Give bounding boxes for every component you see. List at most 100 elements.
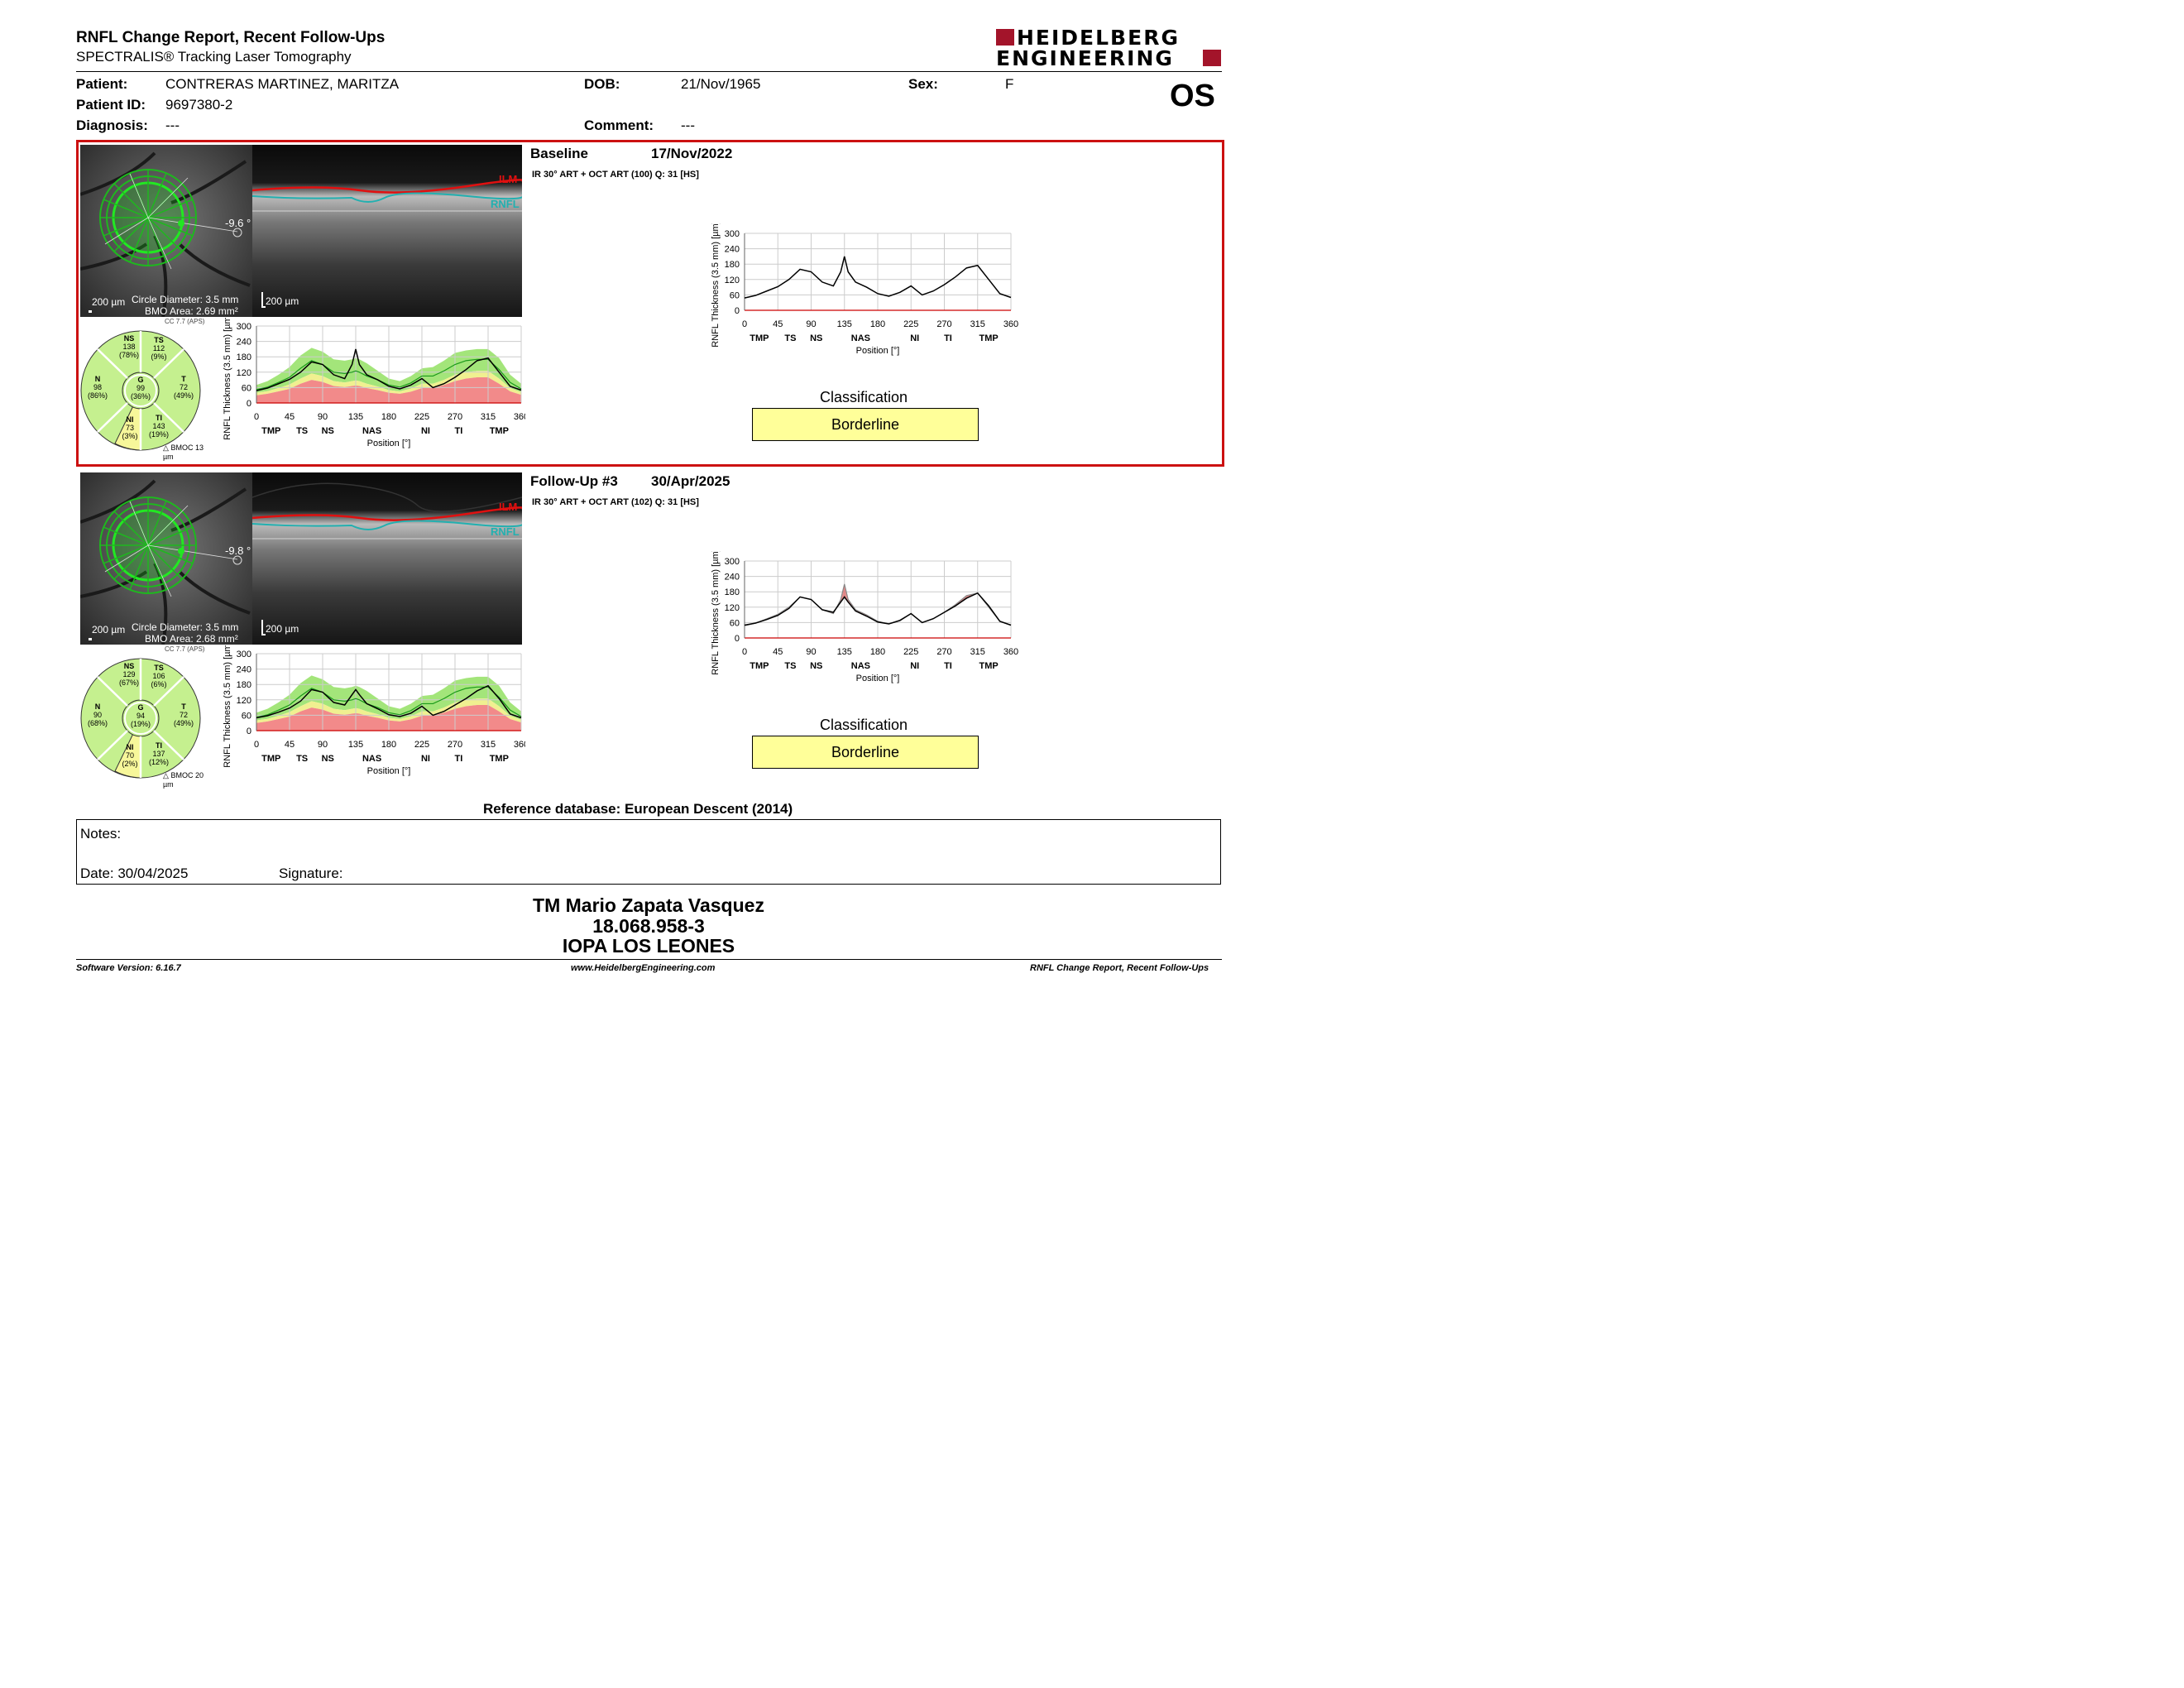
rnfl-large-chart: 0 60 120 180 240 300 0 45 90 135 180 225 270 315 360 TM… [711, 223, 1018, 356]
oct-bscan: ILM RNFL 200 µm [252, 472, 522, 645]
y-axis-label: RNFL Thickness (3.5 mm) [µm] [223, 645, 232, 768]
website-link[interactable]: www.HeidelbergEngineering.com [571, 963, 716, 973]
exam-date: 30/Apr/2025 [651, 473, 730, 489]
y-tick-label: 300 [725, 557, 740, 567]
sector-ns: NS 138 (78%) [118, 334, 139, 359]
x-axis-label: Position [°] [367, 439, 411, 448]
y-tick-label: 0 [735, 634, 740, 644]
diagnosis-label: Diagnosis: [76, 117, 148, 133]
sector-label: NI [421, 426, 430, 436]
sector-n: N 98 (86%) [87, 375, 108, 400]
sector-label: NAS [362, 754, 381, 764]
eye-indicator: OS [1170, 79, 1215, 113]
footer-report-title: RNFL Change Report, Recent Follow-Ups [1030, 963, 1209, 973]
rnfl-small-chart: 0 60 120 180 240 300 0 45 90 135 180 225 270 315 360 TM… [223, 318, 525, 448]
x-tick-label: 0 [254, 412, 259, 422]
sector-label: TMP [979, 333, 999, 343]
y-tick-label: 120 [237, 368, 251, 378]
delta-icon: △ [163, 771, 169, 779]
sector-label: TMP [261, 754, 280, 764]
sector-n: N 90 (68%) [87, 703, 108, 727]
x-tick-label: 180 [381, 740, 396, 750]
x-axis-label: Position [°] [367, 766, 411, 776]
sex-label: Sex: [908, 76, 938, 92]
x-tick-label: 225 [414, 740, 429, 750]
y-tick-label: 0 [247, 727, 251, 736]
sector-label: NAS [851, 661, 870, 671]
dob-label: DOB: [584, 76, 620, 92]
x-axis-label: Position [°] [856, 674, 900, 683]
x-axis-label: Position [°] [856, 346, 900, 356]
sector-ts: TS 106 (6%) [151, 664, 167, 688]
sector-ni: NI 70 (2%) [122, 743, 138, 768]
sector-label: TS [296, 426, 308, 436]
x-tick-label: 180 [870, 647, 885, 657]
notes-box[interactable]: Notes: Date: 30/04/2025 Signature: [76, 819, 1221, 885]
y-axis-label: RNFL Thickness (3.5 mm) [µm] [711, 223, 721, 348]
x-tick-label: 135 [348, 740, 363, 750]
rnfl-small-chart: 0 60 120 180 240 300 0 45 90 135 180 225 270 315 360 TM… [223, 645, 525, 776]
sector-ni: NI 73 (3%) [122, 415, 138, 440]
x-tick-label: 270 [448, 740, 462, 750]
oct-scale-label: 200 µm [266, 623, 299, 635]
exam-info: IR 30° ART + OCT ART (100) Q: 31 [HS] [532, 170, 699, 180]
y-tick-label: 60 [242, 383, 251, 393]
signature-label: Signature: [279, 866, 343, 881]
classification-badge: Borderline [752, 736, 979, 769]
angle-label: -9.6 ° [225, 217, 251, 229]
sector-label: TMP [979, 661, 999, 671]
thickness-line [744, 256, 1012, 299]
sector-label: NAS [851, 333, 870, 343]
x-tick-label: 90 [806, 647, 816, 657]
comment-label: Comment: [584, 117, 654, 133]
rnfl-label: RNFL [491, 198, 520, 210]
patient-id: 9697380-2 [165, 97, 233, 113]
bmoc-label: △ BMOC 13 µm [163, 444, 204, 461]
sector-label: TS [784, 661, 796, 671]
x-tick-label: 180 [381, 412, 396, 422]
signer-name: TM Mario Zapata Vasquez [533, 894, 764, 916]
sector-g: G 99 (36%) [130, 376, 151, 400]
y-tick-label: 240 [725, 573, 740, 583]
dob-value: 21/Nov/1965 [681, 76, 761, 92]
sector-label: TMP [750, 661, 769, 671]
x-tick-label: 180 [870, 319, 885, 329]
x-tick-label: 225 [414, 412, 429, 422]
circle-diameter-label: Circle Diameter: 3.5 mm [132, 294, 239, 305]
circle-diameter-label: Circle Diameter: 3.5 mm [132, 621, 239, 633]
rnfl-large-chart: 0 60 120 180 240 300 0 45 90 135 180 225 270 315 360 TM… [711, 551, 1018, 683]
exam-name: Baseline [530, 146, 588, 161]
oct-scale-label: 200 µm [266, 295, 299, 307]
software-version: Software Version: 6.16.7 [76, 963, 181, 973]
classification-badge: Borderline [752, 408, 979, 441]
sector-ts: TS 112 (9%) [151, 336, 167, 361]
y-tick-label: 180 [725, 587, 740, 597]
sector-label: TMP [261, 426, 280, 436]
slo-scale-label: 200 µm [92, 624, 126, 635]
oct-bscan: ILM RNFL 200 µm [252, 145, 522, 317]
x-tick-label: 315 [481, 412, 496, 422]
x-tick-label: 45 [285, 740, 295, 750]
x-tick-label: 360 [1003, 647, 1018, 657]
y-axis-label: RNFL Thickness (3.5 mm) [µm] [711, 551, 721, 675]
report-subtitle: SPECTRALIS® Tracking Laser Tomography [76, 49, 352, 65]
sector-ns: NS 129 (67%) [118, 662, 139, 687]
cc-label: CC 7.7 (APS) [165, 645, 205, 653]
report-title: RNFL Change Report, Recent Follow-Ups [76, 29, 386, 46]
notes-label: Notes: [80, 826, 122, 842]
thickness-line [256, 348, 522, 391]
exam-name: Follow-Up #3 [530, 473, 618, 489]
sector-label: NI [910, 333, 919, 343]
x-tick-label: 90 [318, 412, 328, 422]
patient-label: Patient: [76, 76, 128, 92]
fundus-image: -9.8 ° 200 µm Circle Diameter: 3.5 mm BM… [80, 472, 252, 645]
ilm-label: ILM [499, 501, 518, 513]
heidelberg-logo: HEIDELBERG ENGINEERING [996, 27, 1221, 69]
sector-ti: TI 137 (12%) [148, 741, 169, 766]
classification-title: Classification [819, 389, 908, 405]
x-tick-label: 315 [970, 647, 985, 657]
x-tick-label: 45 [773, 319, 783, 329]
signer-id: 18.068.958-3 [592, 915, 705, 937]
x-tick-label: 270 [448, 412, 462, 422]
thickness-line [256, 684, 522, 719]
